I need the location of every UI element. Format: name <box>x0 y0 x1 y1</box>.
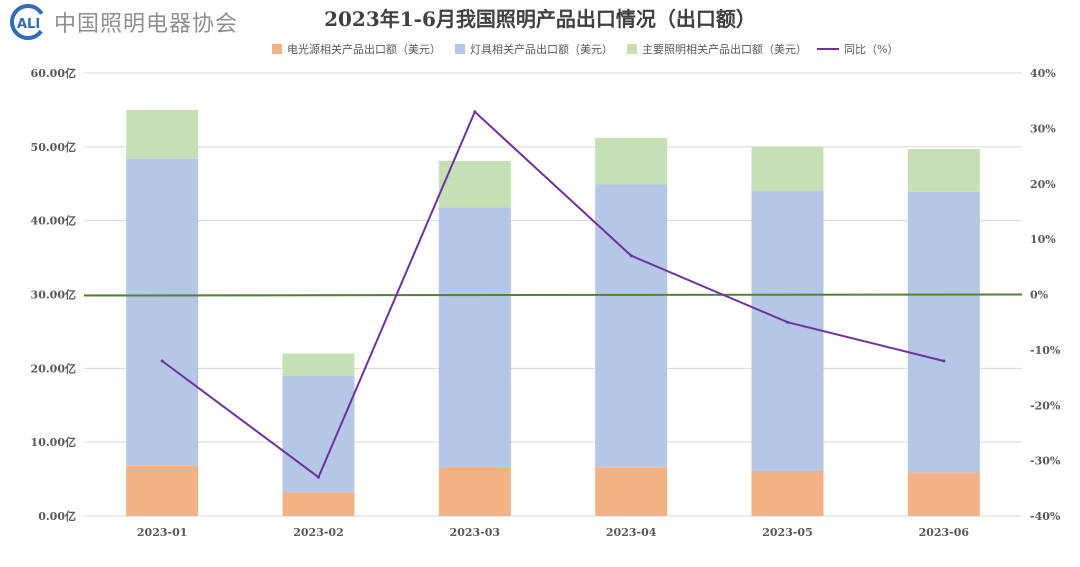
right-axis-tick-label: 10% <box>1030 233 1056 246</box>
legend-swatch-1 <box>272 44 282 54</box>
left-axis-tick-label: 0.00亿 <box>38 509 76 523</box>
bar-segment-2 <box>907 191 980 473</box>
zero-reference-line <box>83 293 1023 297</box>
left-axis-tick-label: 60.00亿 <box>31 66 76 80</box>
x-axis-tick-label: 2023-03 <box>450 526 501 539</box>
yoy-point <box>317 475 320 479</box>
right-axis-tick-label: 20% <box>1030 178 1056 191</box>
bar-segment-3 <box>751 146 824 192</box>
bar-segment-1 <box>438 468 511 516</box>
bar-segment-1 <box>751 470 824 516</box>
bar-segment-3 <box>126 109 199 159</box>
legend-swatch-2 <box>455 44 465 54</box>
right-axis-tick-label: -20% <box>1030 399 1061 412</box>
legend-label-1: 电光源相关产品出口额（美元） <box>287 42 441 56</box>
left-axis-tick-label: 40.00亿 <box>31 214 76 228</box>
bar-segment-2 <box>595 184 668 468</box>
bar-segment-3 <box>438 160 511 208</box>
right-axis-tick-label: 40% <box>1030 67 1056 80</box>
bar-segment-2 <box>282 375 355 493</box>
right-axis-tick-label: -10% <box>1030 344 1061 357</box>
x-axis-tick-label: 2023-04 <box>606 526 657 539</box>
bar-segment-2 <box>438 207 511 469</box>
left-axis-tick-label: 30.00亿 <box>31 288 76 302</box>
x-axis-tick-label: 2023-05 <box>762 526 813 539</box>
legend-label-3: 主要照明相关产品出口额（美元） <box>642 42 807 56</box>
bar-segment-3 <box>282 353 355 376</box>
x-axis-tick-label: 2023-01 <box>137 526 188 539</box>
right-axis-tick-label: 0% <box>1030 289 1049 302</box>
left-axis-tick-label: 10.00亿 <box>31 435 76 449</box>
bar-segment-1 <box>126 465 199 516</box>
logo: ALI 中国照明电器协会 <box>10 4 238 40</box>
legend-swatch-3 <box>627 44 637 54</box>
bar-segment-2 <box>126 158 199 466</box>
yoy-line <box>161 110 945 479</box>
chart-title: 2023年1-6月我国照明产品出口情况（出口额） <box>324 7 756 31</box>
legend-label-4: 同比（%） <box>844 43 898 56</box>
bar-segment-3 <box>595 137 668 185</box>
right-axis-tick-label: 30% <box>1030 122 1056 135</box>
yoy-point <box>473 110 477 114</box>
bar-segment-3 <box>907 149 980 192</box>
cali-logo-icon: ALI <box>10 4 46 40</box>
right-axis-tick-label: -30% <box>1030 455 1061 468</box>
organization-name: 中国照明电器协会 <box>54 12 239 37</box>
yoy-point <box>160 359 164 363</box>
bar-segment-1 <box>907 472 980 516</box>
yoy-point <box>629 254 633 258</box>
bar-segment-2 <box>751 191 824 471</box>
left-axis-tick-label: 20.00亿 <box>31 361 76 375</box>
x-axis-tick-label: 2023-02 <box>293 526 344 539</box>
left-axis-tick-label: 50.00亿 <box>31 140 76 154</box>
yoy-point <box>942 359 946 363</box>
bar-segment-1 <box>282 492 355 516</box>
bar-segment-1 <box>595 467 668 516</box>
svg-text:ALI: ALI <box>17 17 40 32</box>
x-axis-tick-label: 2023-06 <box>919 526 970 539</box>
yoy-point <box>786 320 789 324</box>
legend-label-2: 灯具相关产品出口额（美元） <box>470 42 613 56</box>
right-axis-tick-label: -40% <box>1030 510 1061 523</box>
